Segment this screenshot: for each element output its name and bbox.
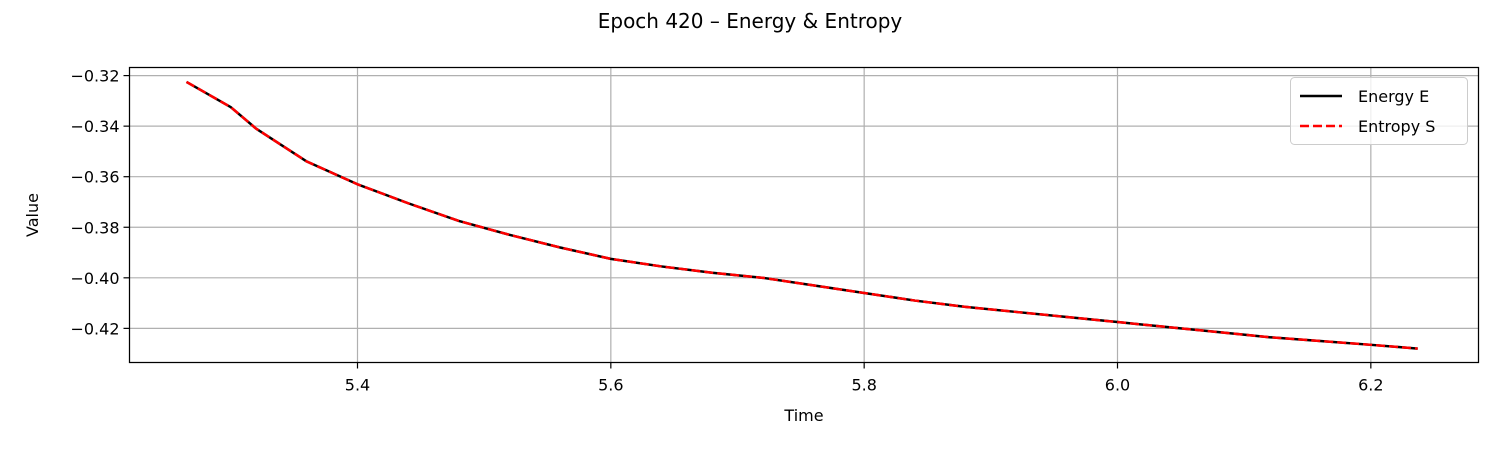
plot-frame — [128, 66, 1480, 364]
y-tick-label: −0.40 — [70, 269, 119, 288]
x-axis-label: Time — [783, 406, 823, 425]
series-lines — [185, 80, 1418, 350]
series-line-energy-e — [185, 80, 1418, 350]
x-tick-label: 6.2 — [1358, 376, 1383, 395]
y-tick-label: −0.36 — [70, 168, 119, 187]
y-tick-label: −0.34 — [70, 117, 119, 136]
y-axis-label: Value — [23, 193, 42, 237]
grid-lines — [129, 67, 1479, 363]
y-tick-label: −0.42 — [70, 319, 119, 338]
legend: Energy E Entropy S — [1290, 77, 1468, 145]
y-tick-label: −0.38 — [70, 218, 119, 237]
x-axis-ticks: 5.4 5.6 5.8 6.0 6.2 — [345, 362, 1384, 395]
legend-label-entropy: Entropy S — [1358, 117, 1435, 136]
legend-label-energy: Energy E — [1358, 87, 1429, 106]
y-axis-ticks: −0.32 −0.34 −0.36 −0.38 −0.40 −0.42 — [70, 67, 130, 338]
x-tick-label: 5.8 — [851, 376, 876, 395]
x-tick-label: 6.0 — [1105, 376, 1130, 395]
chart-title: Epoch 420 – Energy & Entropy — [598, 9, 903, 33]
legend-box — [1290, 77, 1468, 145]
x-tick-label: 5.4 — [345, 376, 370, 395]
y-tick-label: −0.32 — [70, 67, 119, 86]
x-tick-label: 5.6 — [598, 376, 623, 395]
series-line-entropy-s — [185, 80, 1418, 350]
